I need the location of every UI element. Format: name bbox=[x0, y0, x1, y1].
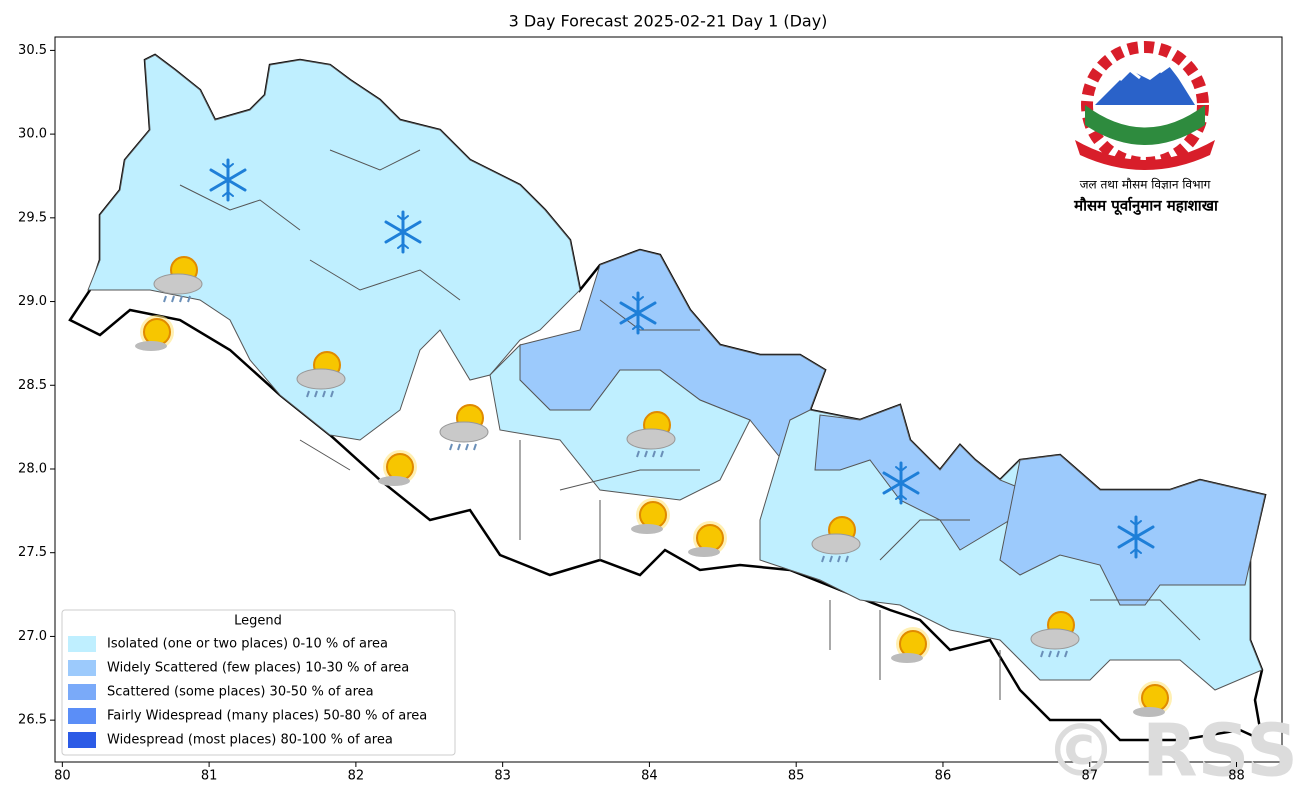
y-tick-label: 27.0 bbox=[18, 629, 47, 644]
scattered-east-1 bbox=[814, 404, 1026, 551]
legend-swatch bbox=[68, 708, 96, 724]
chart-title: 3 Day Forecast 2025-02-21 Day 1 (Day) bbox=[509, 12, 828, 31]
legend-swatch bbox=[68, 636, 96, 652]
legend-swatch bbox=[68, 684, 96, 700]
y-tick-label: 30.5 bbox=[18, 43, 47, 58]
y-tick-label: 26.5 bbox=[18, 713, 47, 728]
x-tick-label: 80 bbox=[54, 769, 71, 784]
y-tick-label: 30.0 bbox=[18, 127, 47, 142]
x-tick-label: 87 bbox=[1081, 769, 1098, 784]
legend-label: Widely Scattered (few places) 10-30 % of… bbox=[107, 661, 409, 676]
y-tick-label: 29.5 bbox=[18, 210, 47, 225]
legend-box bbox=[61, 609, 456, 756]
scattered-east-2 bbox=[999, 454, 1266, 606]
y-tick-label: 28.0 bbox=[18, 461, 47, 476]
logo-text: मौसम पूर्वानुमान महाशाखा bbox=[1073, 197, 1219, 216]
isolated-central bbox=[489, 343, 751, 501]
legend: Legend Isolated (one or two places) 0-10… bbox=[61, 609, 456, 756]
y-tick-label: 28.5 bbox=[18, 378, 47, 393]
logo: जल तथा मौसम विज्ञान विभाग मौसम पूर्वानुम… bbox=[1073, 41, 1219, 216]
isolated-west bbox=[87, 54, 581, 441]
x-tick-label: 88 bbox=[1228, 769, 1245, 784]
legend-label: Scattered (some places) 30-50 % of area bbox=[107, 685, 374, 700]
map bbox=[68, 53, 1267, 743]
logo-text: जल तथा मौसम विज्ञान विभाग bbox=[1080, 178, 1211, 192]
x-tick-label: 85 bbox=[788, 769, 805, 784]
watermark: © RSS bbox=[1045, 709, 1298, 793]
x-tick-label: 86 bbox=[935, 769, 952, 784]
district-lines bbox=[179, 149, 1201, 700]
legend-label: Widespread (most places) 80-100 % of are… bbox=[107, 733, 393, 748]
x-tick-label: 82 bbox=[348, 769, 365, 784]
legend-title: Legend bbox=[234, 614, 282, 629]
legend-swatch bbox=[68, 732, 96, 748]
x-tick-label: 81 bbox=[201, 769, 218, 784]
legend-label: Fairly Widespread (many places) 50-80 % … bbox=[107, 709, 427, 724]
y-tick-label: 27.5 bbox=[18, 545, 47, 560]
legend-label: Isolated (one or two places) 0-10 % of a… bbox=[107, 637, 388, 652]
y-tick-label: 29.0 bbox=[18, 294, 47, 309]
legend-swatch bbox=[68, 660, 96, 676]
x-tick-label: 84 bbox=[641, 769, 658, 784]
x-tick-label: 83 bbox=[494, 769, 511, 784]
